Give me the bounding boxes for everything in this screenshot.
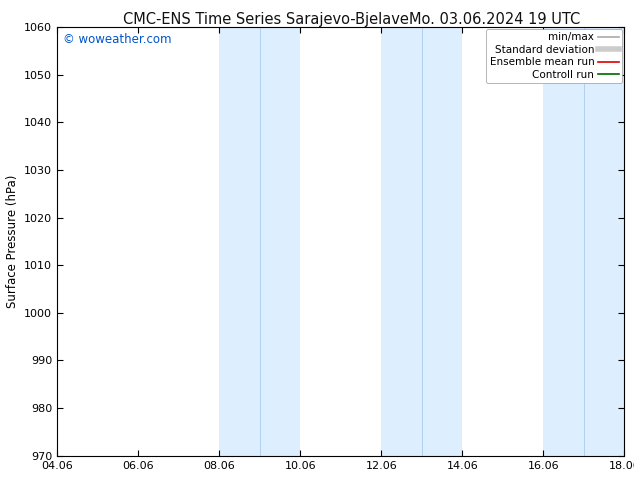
Y-axis label: Surface Pressure (hPa): Surface Pressure (hPa) <box>6 174 18 308</box>
Text: CMC-ENS Time Series Sarajevo-Bjelave: CMC-ENS Time Series Sarajevo-Bjelave <box>124 12 409 27</box>
Text: Mo. 03.06.2024 19 UTC: Mo. 03.06.2024 19 UTC <box>409 12 580 27</box>
Bar <box>543 27 624 456</box>
Bar <box>381 27 462 456</box>
Text: © woweather.com: © woweather.com <box>63 33 171 47</box>
Legend: min/max, Standard deviation, Ensemble mean run, Controll run: min/max, Standard deviation, Ensemble me… <box>486 29 623 83</box>
Bar <box>219 27 301 456</box>
